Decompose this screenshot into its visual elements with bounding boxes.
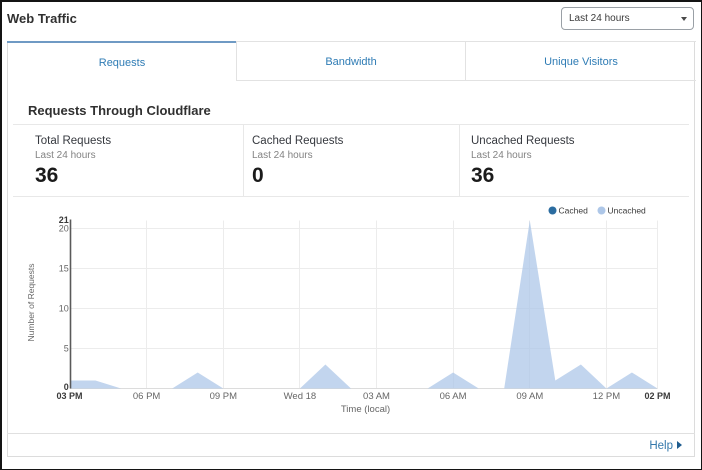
svg-text:06 PM: 06 PM [133, 391, 161, 402]
svg-text:Time (local): Time (local) [341, 404, 390, 415]
svg-text:15: 15 [59, 264, 69, 274]
svg-text:5: 5 [64, 344, 69, 354]
svg-text:0: 0 [64, 382, 69, 392]
svg-text:12 PM: 12 PM [593, 391, 621, 402]
svg-text:Uncached: Uncached [608, 206, 647, 216]
svg-text:20: 20 [59, 224, 69, 234]
svg-text:09 AM: 09 AM [516, 391, 543, 402]
svg-text:03 AM: 03 AM [363, 391, 390, 402]
svg-text:Number of Requests: Number of Requests [26, 264, 36, 342]
svg-text:10: 10 [59, 304, 69, 314]
svg-text:02 PM: 02 PM [644, 391, 670, 401]
svg-text:Wed 18: Wed 18 [284, 391, 317, 402]
svg-text:03 PM: 03 PM [56, 391, 82, 401]
svg-text:09 PM: 09 PM [210, 391, 238, 402]
svg-text:06 AM: 06 AM [440, 391, 467, 402]
svg-text:21: 21 [59, 215, 69, 225]
svg-text:Cached: Cached [559, 206, 589, 216]
